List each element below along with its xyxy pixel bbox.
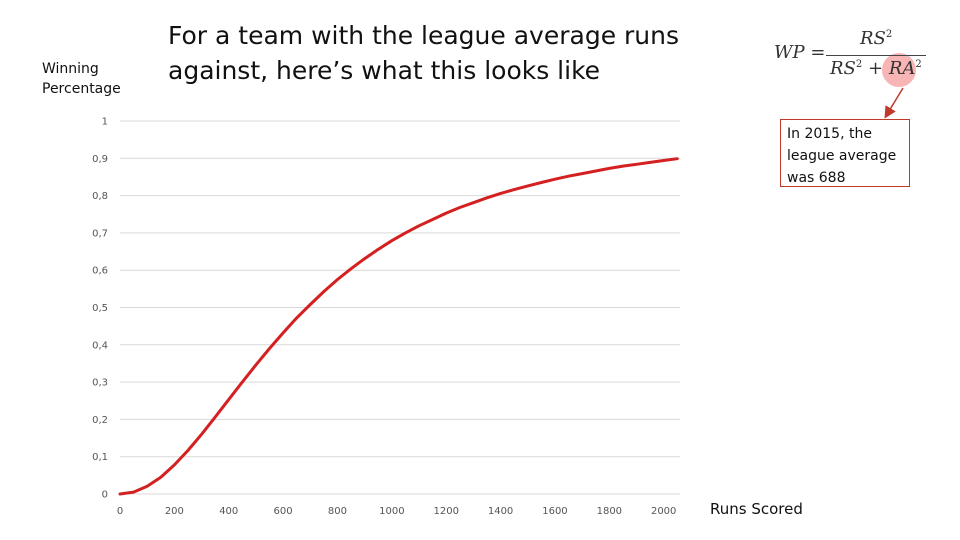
league-average-callout: In 2015, the league average was 688 (780, 119, 910, 187)
x-tick-label: 2000 (651, 506, 676, 517)
slide-title: For a team with the league average runs … (168, 21, 680, 85)
x-tick-label: 400 (219, 506, 238, 517)
x-tick-label: 600 (274, 506, 293, 517)
series-line (118, 157, 679, 496)
y-tick-label: 0,5 (92, 303, 108, 314)
x-axis-label: Runs Scored (710, 500, 803, 518)
y-tick-label: 0,6 (92, 266, 108, 277)
callout-arrow (884, 87, 904, 119)
y-tick-label: 0 (102, 490, 108, 501)
x-tick-label: 0 (117, 506, 123, 517)
formula-lhs: WP = (774, 42, 826, 63)
formula-numerator: RS2 (860, 28, 893, 49)
formula-ra-term: RA2 (888, 58, 922, 79)
series-layer (118, 157, 679, 496)
x-tick-label: 1800 (597, 506, 622, 517)
x-tick-label: 200 (165, 506, 184, 517)
y-axis-label: Winning Percentage (42, 59, 121, 99)
y-tick-label: 0,9 (92, 154, 108, 165)
y-axis-label-line1: Winning (42, 61, 99, 77)
y-tick-label: 0,3 (92, 378, 108, 389)
formula-fraction-bar (826, 55, 926, 56)
x-tick-label: 1400 (488, 506, 513, 517)
formula-ra-highlight (882, 53, 916, 87)
y-tick-label: 0,1 (92, 452, 108, 463)
y-tick-label: 1 (102, 117, 108, 128)
grid-lines (120, 120, 680, 495)
y-tick-label: 0,2 (92, 415, 108, 426)
tick-labels: 0 0,1 0,2 0,3 0,4 0,5 0,6 0,7 0,8 0,9 1 0 200 400 600 8… (92, 117, 676, 518)
y-tick-label: 0,8 (92, 191, 108, 202)
x-tick-label: 1200 (433, 506, 458, 517)
y-tick-label: 0,4 (92, 340, 108, 351)
x-tick-label: 1000 (379, 506, 404, 517)
y-tick-label: 0,7 (92, 228, 108, 239)
x-tick-label: 800 (328, 506, 347, 517)
winning-percentage-formula: WP = RS2 RS2 + RA2 (772, 22, 947, 92)
y-axis-label-line2: Percentage (42, 81, 121, 97)
formula-denominator: RS2 + RA2 (830, 58, 922, 79)
x-tick-label: 1600 (542, 506, 567, 517)
